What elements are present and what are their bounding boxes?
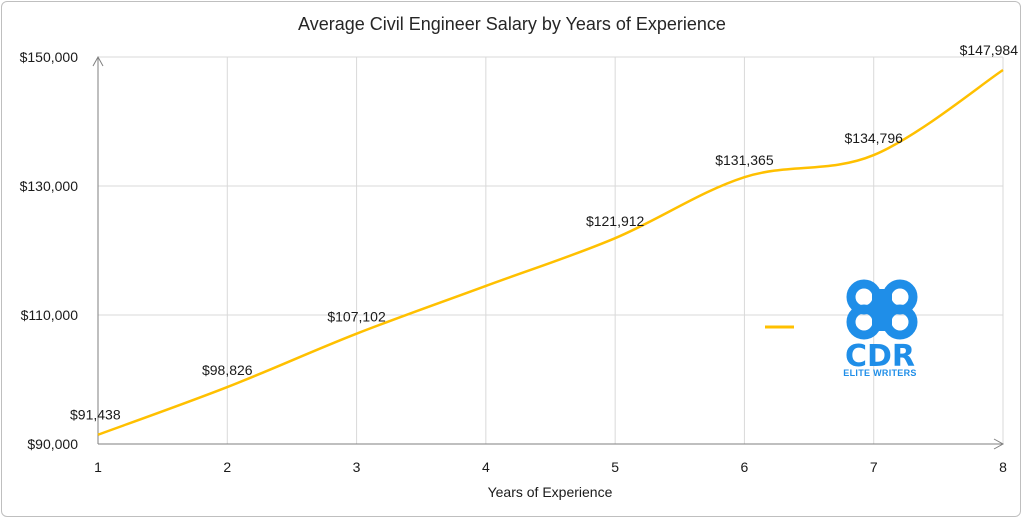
y-tick-label: $130,000 [20,178,79,194]
y-tick-label: $110,000 [21,307,79,323]
series-line [97,68,1004,436]
y-tick-label: $90,000 [27,436,78,452]
series [97,68,1004,436]
x-tick-label: 8 [999,459,1007,475]
grid [98,56,1004,444]
logo-text: CDR [845,339,915,374]
y-axis-arrow-icon [92,55,104,67]
chart-title: Average Civil Engineer Salary by Years o… [298,14,726,34]
x-tick-label: 5 [611,459,619,475]
cdr-logo: CDR ELITE WRITERS [843,279,918,378]
logo-mark-center [872,289,892,331]
x-tick-label: 6 [741,459,749,475]
tick-labels: $90,000 $110,000 $130,000 $150,000 1 2 3 4 5 6 7 8 [20,49,1008,475]
y-tick-label: $150,000 [20,49,79,65]
x-tick-label: 1 [94,459,102,475]
x-axis-arrow-icon [993,438,1005,450]
logo-subtext: ELITE WRITERS [843,368,916,378]
x-tick-label: 3 [353,459,361,475]
data-label: $91,438 [70,407,121,423]
x-axis-label: Years of Experience [488,484,613,500]
data-label: $121,912 [586,213,645,229]
x-tick-label: 7 [870,459,878,475]
axes [92,55,1005,450]
data-label: $147,984 [960,42,1019,58]
data-label: $134,796 [845,130,904,146]
data-label: $131,365 [715,152,774,168]
x-tick-label: 2 [223,459,231,475]
data-labels: $91,438 $98,826 $107,102 $121,912 $131,365 $1… [70,42,1018,423]
data-label: $107,102 [327,309,386,325]
data-label: $98,826 [202,362,253,378]
x-tick-label: 4 [482,459,490,475]
